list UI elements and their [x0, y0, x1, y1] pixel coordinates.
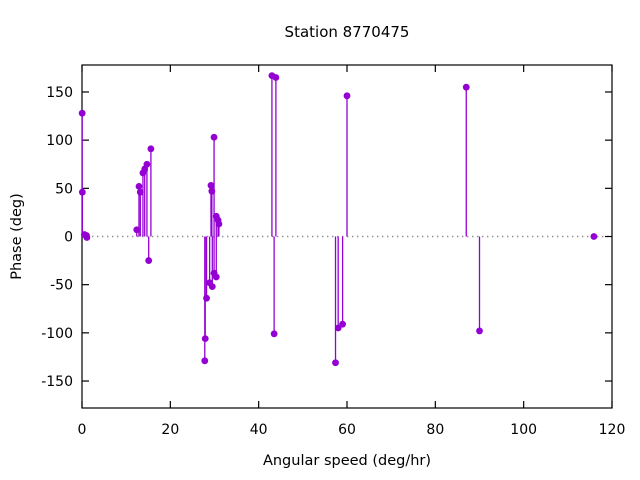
data-point — [78, 109, 86, 117]
data-point — [201, 335, 209, 343]
x-tick-label: 100 — [510, 422, 537, 438]
data-point — [334, 324, 342, 332]
data-point — [208, 283, 216, 291]
data-point — [136, 188, 144, 196]
x-tick-label: 20 — [161, 422, 179, 438]
data-points — [78, 72, 598, 367]
impulse-stems — [81, 75, 481, 363]
data-point — [210, 133, 218, 141]
y-tick-label: 150 — [46, 85, 73, 101]
data-point — [332, 359, 339, 367]
data-point — [212, 273, 220, 281]
data-point — [203, 294, 210, 302]
data-point — [272, 74, 280, 81]
data-point — [476, 327, 483, 335]
x-tick-label: 80 — [426, 422, 444, 438]
data-point — [590, 233, 598, 240]
axis-ticks: 0 20 40 60 80 100 120 -150 -100 -50 0 50 100 150 — [41, 65, 625, 438]
data-point — [270, 330, 278, 338]
y-tick-label: -150 — [41, 374, 73, 390]
data-point — [207, 182, 215, 189]
data-point — [133, 226, 141, 234]
data-point — [462, 83, 470, 91]
chart-title: Station 8770475 — [285, 23, 410, 41]
y-tick-label: 50 — [55, 181, 73, 197]
data-point — [147, 145, 155, 153]
x-tick-label: 0 — [78, 422, 87, 438]
y-axis-label: Phase (deg) — [9, 193, 25, 280]
data-point — [208, 187, 216, 195]
x-axis-label: Angular speed (deg/hr) — [263, 453, 431, 469]
y-tick-label: 100 — [46, 133, 73, 149]
data-point — [145, 257, 153, 264]
y-tick-label: -100 — [41, 326, 73, 342]
data-point — [343, 92, 351, 100]
data-point — [143, 160, 151, 168]
data-point — [135, 182, 143, 190]
x-tick-label: 60 — [338, 422, 356, 438]
data-point — [78, 188, 86, 196]
y-tick-label: 0 — [64, 230, 73, 246]
data-point — [83, 234, 91, 241]
data-point — [339, 320, 346, 328]
y-tick-label: -50 — [50, 278, 73, 294]
x-tick-label: 40 — [250, 422, 268, 438]
data-point — [215, 220, 223, 228]
x-tick-label: 120 — [599, 422, 626, 438]
data-point — [201, 357, 209, 365]
